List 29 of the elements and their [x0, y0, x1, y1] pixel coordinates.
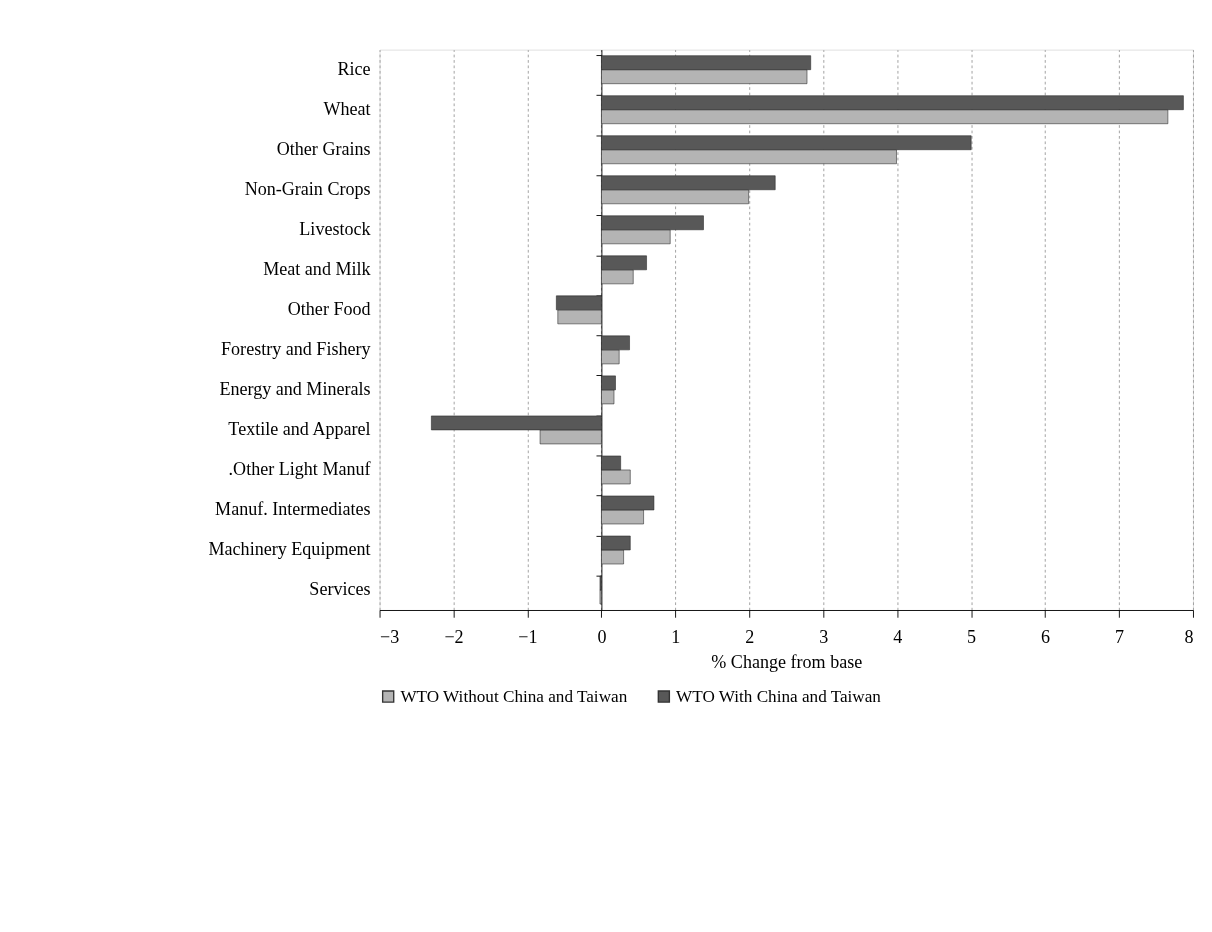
x-tick-label: −3: [380, 627, 400, 648]
y-tick-label: Rice: [337, 59, 371, 80]
x-tick-label: 3: [819, 627, 829, 648]
x-tick-label: 1: [671, 627, 681, 648]
y-tick-label: Non-Grain Crops: [244, 179, 371, 200]
y-tick-label: Wheat: [323, 99, 371, 120]
y-tick-label: Livestock: [299, 219, 372, 240]
y-tick-label: Textile and Apparel: [228, 419, 371, 440]
legend-label: WTO Without China and Taiwan: [400, 687, 628, 706]
x-tick-label: 6: [1041, 627, 1051, 648]
x-tick-label: −1: [518, 627, 538, 648]
y-tick-label: Machinery Equipment: [208, 539, 371, 560]
y-tick-label: Other Food: [287, 299, 371, 320]
y-tick-label: Meat and Milk: [263, 259, 372, 280]
y-tick-label: Forestry and Fishery: [221, 339, 371, 360]
x-tick-label: 0: [597, 627, 607, 648]
y-tick-label: .Other Light Manuf: [228, 459, 372, 480]
x-tick-label: 2: [745, 627, 755, 648]
legend-label: WTO With China and Taiwan: [676, 687, 882, 706]
y-tick-label: Other Grains: [276, 139, 371, 160]
x-tick-label: 7: [1115, 627, 1125, 648]
y-tick-label: Manuf. Intermediates: [215, 499, 371, 520]
x-tick-label: 8: [1184, 627, 1194, 648]
x-tick-label: 4: [893, 627, 903, 648]
y-tick-label: Services: [309, 579, 371, 600]
x-tick-label: 5: [967, 627, 977, 648]
x-tick-label: −2: [444, 627, 464, 648]
y-tick-label: Energy and Minerals: [219, 379, 371, 400]
x-axis-title: % Change from base: [711, 652, 863, 673]
